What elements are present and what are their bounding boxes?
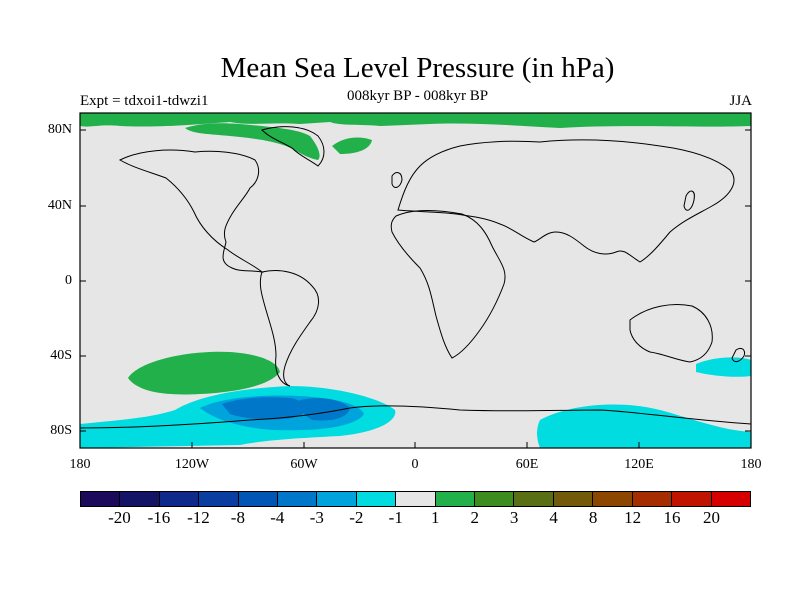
colorbar-label: 16 bbox=[663, 508, 681, 527]
colorbar-label: 1 bbox=[430, 508, 440, 527]
south-pacific-core-negative bbox=[222, 397, 306, 420]
new-zealand-coast bbox=[731, 347, 745, 363]
lat-label-80s: 80S bbox=[50, 423, 72, 438]
anomaly-regions bbox=[80, 113, 751, 448]
british-isles-coast bbox=[391, 172, 403, 188]
colorbar-label: -4 bbox=[270, 508, 285, 527]
colorbar-label: 20 bbox=[703, 508, 721, 527]
map-title: Mean Sea Level Pressure (in hPa) bbox=[220, 52, 615, 84]
antarctica-coast bbox=[79, 405, 752, 429]
lat-label-80n: 80N bbox=[47, 122, 72, 137]
colorbar-swatch bbox=[593, 492, 633, 506]
colorbar-swatch bbox=[81, 492, 121, 506]
colorbar-swatch bbox=[317, 492, 357, 506]
colorbar-swatch bbox=[672, 492, 712, 506]
lon-label-120e: 120E bbox=[624, 457, 654, 472]
colorbar-label: 3 bbox=[509, 508, 519, 527]
colorbar-label: -16 bbox=[147, 508, 171, 527]
lon-label-180w: 180 bbox=[69, 457, 91, 472]
australia-coast bbox=[629, 304, 713, 363]
colorbar-label: 12 bbox=[624, 508, 642, 527]
colorbar bbox=[80, 491, 751, 507]
lat-label-40n: 40N bbox=[47, 198, 72, 213]
colorbar-swatch bbox=[514, 492, 554, 506]
colorbar-swatch bbox=[396, 492, 436, 506]
colorbar-label: -3 bbox=[309, 508, 324, 527]
colorbar-label: 2 bbox=[470, 508, 479, 527]
colorbar-label: 8 bbox=[588, 508, 598, 527]
colorbar-label: -1 bbox=[388, 508, 403, 527]
north-america-coast bbox=[118, 149, 264, 273]
colorbar-label: -8 bbox=[230, 508, 245, 527]
lon-label-0: 0 bbox=[411, 457, 419, 472]
eurasia-coast bbox=[397, 139, 735, 263]
colorbar-swatch bbox=[199, 492, 239, 506]
colorbar-label: -12 bbox=[187, 508, 210, 527]
colorbar-swatch bbox=[278, 492, 318, 506]
map-subtitle: 008kyr BP - 008kyr BP bbox=[346, 88, 489, 104]
lon-label-60e: 60E bbox=[515, 457, 539, 472]
weddell-core-negative bbox=[299, 398, 350, 421]
colorbar-swatch bbox=[711, 492, 750, 506]
lat-label-0: 0 bbox=[65, 273, 72, 288]
lon-label-60w: 60W bbox=[290, 457, 318, 472]
antarctic-negative-east bbox=[537, 404, 751, 448]
colorbar-swatch bbox=[553, 492, 594, 506]
lon-label-120w: 120W bbox=[174, 457, 210, 472]
colorbar-label: -20 bbox=[108, 508, 131, 527]
colorbar-swatch bbox=[632, 492, 673, 506]
colorbar-swatch bbox=[120, 492, 160, 506]
colorbar-swatch bbox=[435, 492, 476, 506]
japan-coast bbox=[683, 190, 695, 211]
south-america-coast bbox=[259, 270, 319, 387]
colorbar-swatch bbox=[238, 492, 279, 506]
colorbar-label: -2 bbox=[349, 508, 364, 527]
colorbar-swatch bbox=[159, 492, 200, 506]
arctic-positive-region bbox=[80, 113, 751, 128]
map-field bbox=[80, 113, 751, 448]
colorbar-swatch bbox=[475, 492, 515, 506]
greenland-positive-region bbox=[185, 123, 320, 160]
axis-ticks bbox=[79, 129, 752, 448]
coastlines bbox=[79, 126, 752, 429]
africa-coast bbox=[390, 210, 506, 359]
lat-label-40s: 40S bbox=[50, 348, 72, 363]
north-atlantic-positive-region bbox=[332, 137, 372, 154]
experiment-label: Expt = tdxoi1-tdwzi1 bbox=[80, 93, 209, 109]
colorbar-swatch bbox=[356, 492, 397, 506]
south-tasman-negative bbox=[696, 357, 751, 377]
greenland-coast bbox=[261, 126, 325, 167]
season-label: JJA bbox=[729, 93, 752, 109]
south-pacific-positive-region bbox=[128, 351, 280, 395]
lon-label-180e: 180 bbox=[740, 457, 762, 472]
colorbar-label: 4 bbox=[549, 508, 558, 527]
